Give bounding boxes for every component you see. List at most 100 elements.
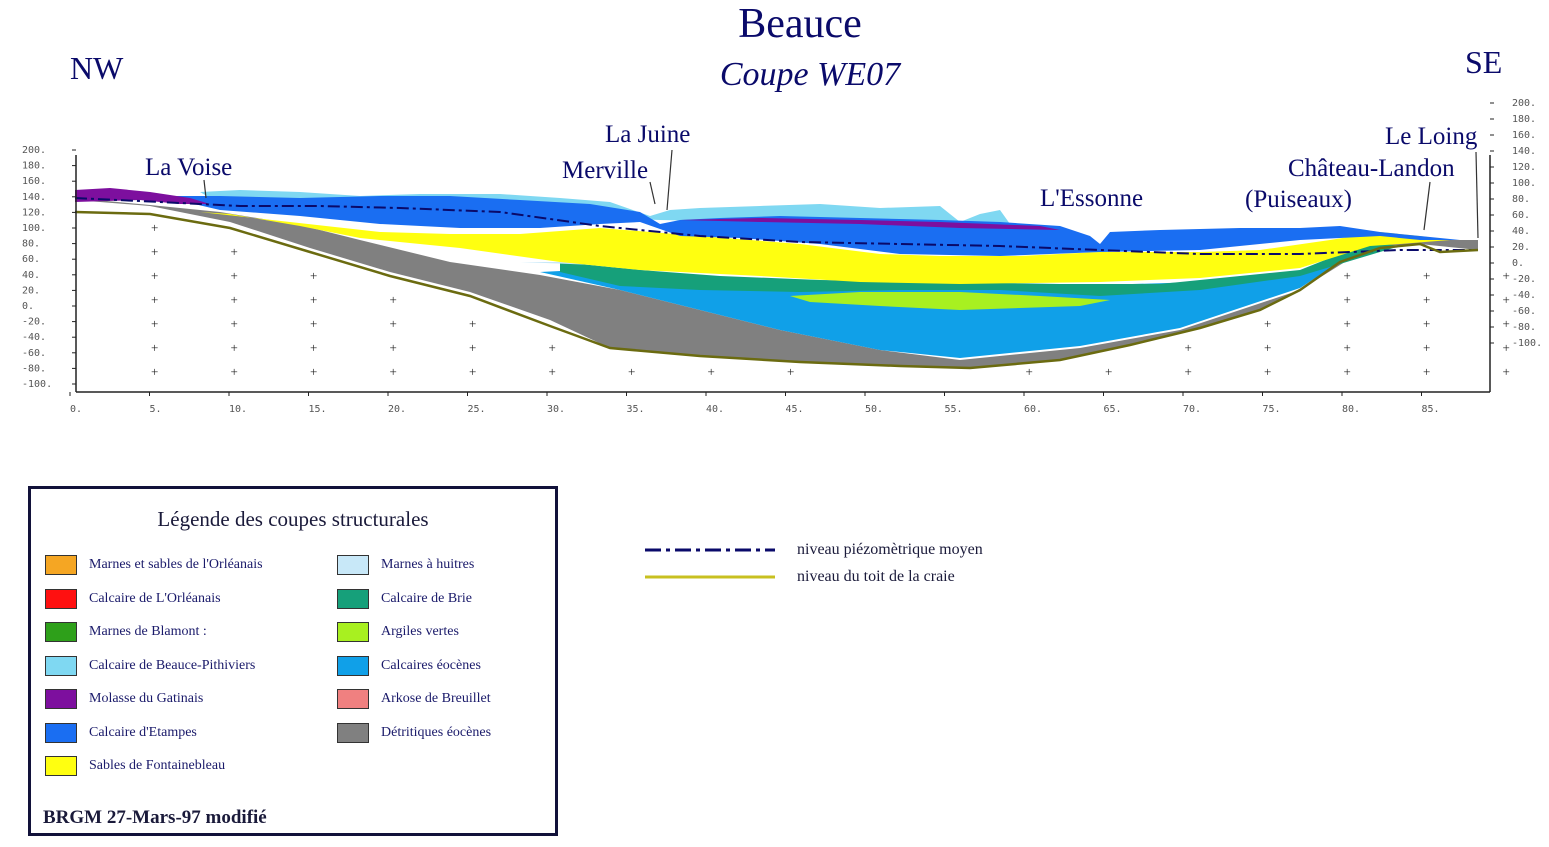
y-tick-label-right: 0. xyxy=(1512,258,1524,269)
chalk-symbol: + xyxy=(310,292,317,307)
y-tick-label-left: 160. xyxy=(22,176,46,187)
legend-item: Argiles vertes xyxy=(337,622,459,642)
legend-swatch xyxy=(337,622,369,642)
y-tick-label-left: 40. xyxy=(22,270,40,281)
page-title: Beauce xyxy=(738,1,862,47)
chalk-symbol: + xyxy=(1344,316,1351,331)
x-tick-label: 25. xyxy=(468,404,486,415)
x-tick-label: 80. xyxy=(1342,404,1360,415)
line-legend-piezometric: niveau piézomètrique moyen xyxy=(645,536,983,563)
legend-swatch xyxy=(337,588,369,609)
y-tick-label-left: 100. xyxy=(22,223,46,234)
legend-swatch xyxy=(337,689,369,709)
chalk-symbol: + xyxy=(1423,268,1430,283)
layer-calcaire-de-brie xyxy=(560,242,1400,296)
legend-label: Molasse du Gatinais xyxy=(89,691,204,706)
legend-swatch xyxy=(337,722,369,743)
y-tick-label-right: -40. xyxy=(1512,290,1536,301)
chalk-symbol: + xyxy=(151,268,158,283)
x-tick-label: 40. xyxy=(706,404,724,415)
y-tick-label-left: -20. xyxy=(22,317,46,328)
chalk-symbol: + xyxy=(390,364,397,379)
place-leader-line xyxy=(1475,151,1479,239)
chalk-symbol: + xyxy=(390,292,397,307)
y-tick-label-left: 180. xyxy=(22,161,46,172)
y-tick-label-right: 140. xyxy=(1512,146,1536,157)
chalk-symbol: + xyxy=(1185,340,1192,355)
layer-detritiques-eocenes xyxy=(75,198,1478,368)
legend-credit: BRGM 27-Mars-97 modifié xyxy=(43,807,267,828)
layer-sables-de-fontainebleau xyxy=(200,212,1450,284)
page-subtitle: Coupe WE07 xyxy=(719,56,901,93)
legend-item: Marnes de Blamont : xyxy=(45,622,207,642)
x-tick-label: 30. xyxy=(547,404,565,415)
chalk-symbol: + xyxy=(390,340,397,355)
legend-item: Marnes et sables de l'Orléanais xyxy=(45,555,263,575)
x-tick-label: 0. xyxy=(70,404,82,415)
chalk-symbol: + xyxy=(1264,364,1271,379)
chalk-symbol: + xyxy=(1026,364,1033,379)
chalk-symbol: + xyxy=(1423,316,1430,331)
y-tick-label-right: -20. xyxy=(1512,274,1536,285)
y-tick-label-right: 160. xyxy=(1512,130,1536,141)
legend-item: Arkose de Breuillet xyxy=(337,689,491,709)
layer-molasse-du-gatinais-east xyxy=(680,218,1060,230)
x-tick-label: 70. xyxy=(1183,404,1201,415)
layer-argiles-vertes xyxy=(790,292,1110,310)
y-tick-label-left: 20. xyxy=(22,285,40,296)
place-leader-line xyxy=(1423,181,1431,231)
chalk-symbol: + xyxy=(390,316,397,331)
legend-label: Marnes à huitres xyxy=(381,557,475,572)
chalk-symbol: + xyxy=(469,340,476,355)
place-chateau-landon: Château-Landon xyxy=(1288,155,1455,182)
chalk-symbol: + xyxy=(708,364,715,379)
chalk-symbol: + xyxy=(1423,292,1430,307)
legend-label: Détritiques éocènes xyxy=(381,724,492,740)
place-puiseaux: (Puiseaux) xyxy=(1245,186,1352,213)
chalk-symbol: + xyxy=(151,220,158,235)
legend-label: Calcaire de Brie xyxy=(381,590,472,606)
x-tick-label: 50. xyxy=(865,404,883,415)
chalk-symbol: + xyxy=(231,364,238,379)
chalk-symbol: + xyxy=(310,340,317,355)
y-tick-label-right: 80. xyxy=(1512,194,1530,205)
legend-label: Marnes et sables de l'Orléanais xyxy=(89,557,263,572)
y-tick-label-right: 180. xyxy=(1512,114,1536,125)
y-tick-label-right: 120. xyxy=(1512,162,1536,173)
chalk-symbol: + xyxy=(469,364,476,379)
chalk-symbol: + xyxy=(1503,268,1510,283)
line-legend: niveau piézomètrique moyen niveau du toi… xyxy=(645,536,983,590)
x-tick-label: 10. xyxy=(229,404,247,415)
chalk-symbol: + xyxy=(1344,340,1351,355)
chalk-symbol: + xyxy=(231,292,238,307)
chalk-symbol: + xyxy=(310,316,317,331)
y-tick-label-left: 140. xyxy=(22,192,46,203)
chalk-symbol: + xyxy=(1503,316,1510,331)
chalk-symbol: + xyxy=(231,268,238,283)
legend-label: Calcaires éocènes xyxy=(381,657,481,673)
chalk-symbol: + xyxy=(1264,340,1271,355)
place-le-loing: Le Loing xyxy=(1385,123,1478,150)
x-tick-label: 5. xyxy=(150,404,162,415)
y-tick-label-left: -40. xyxy=(22,332,46,343)
y-tick-label-left: 120. xyxy=(22,207,46,218)
line-legend-chalk-label: niveau du toit de la craie xyxy=(797,567,955,585)
y-tick-label-left: -60. xyxy=(22,348,46,359)
y-tick-label-right: 40. xyxy=(1512,226,1530,237)
chalk-symbol: + xyxy=(231,340,238,355)
place-l-essonne: L'Essonne xyxy=(1040,185,1144,212)
legend-swatch xyxy=(45,722,77,743)
line-legend-chalk: niveau du toit de la craie xyxy=(645,563,983,590)
legend-swatch xyxy=(337,655,369,676)
chalk-symbol: + xyxy=(310,364,317,379)
chalk-symbol: + xyxy=(628,364,635,379)
line-legend-piezometric-label: niveau piézomètrique moyen xyxy=(797,540,983,558)
legend-swatch xyxy=(337,555,369,575)
y-tick-label-left: 60. xyxy=(22,254,40,265)
legend-swatch xyxy=(45,655,77,676)
y-tick-label-right: -80. xyxy=(1512,322,1536,333)
chalk-symbol: + xyxy=(1423,364,1430,379)
x-tick-label: 35. xyxy=(627,404,645,415)
place-merville: Merville xyxy=(562,157,649,184)
legend-label: Calcaire de Beauce-Pithiviers xyxy=(89,657,256,673)
